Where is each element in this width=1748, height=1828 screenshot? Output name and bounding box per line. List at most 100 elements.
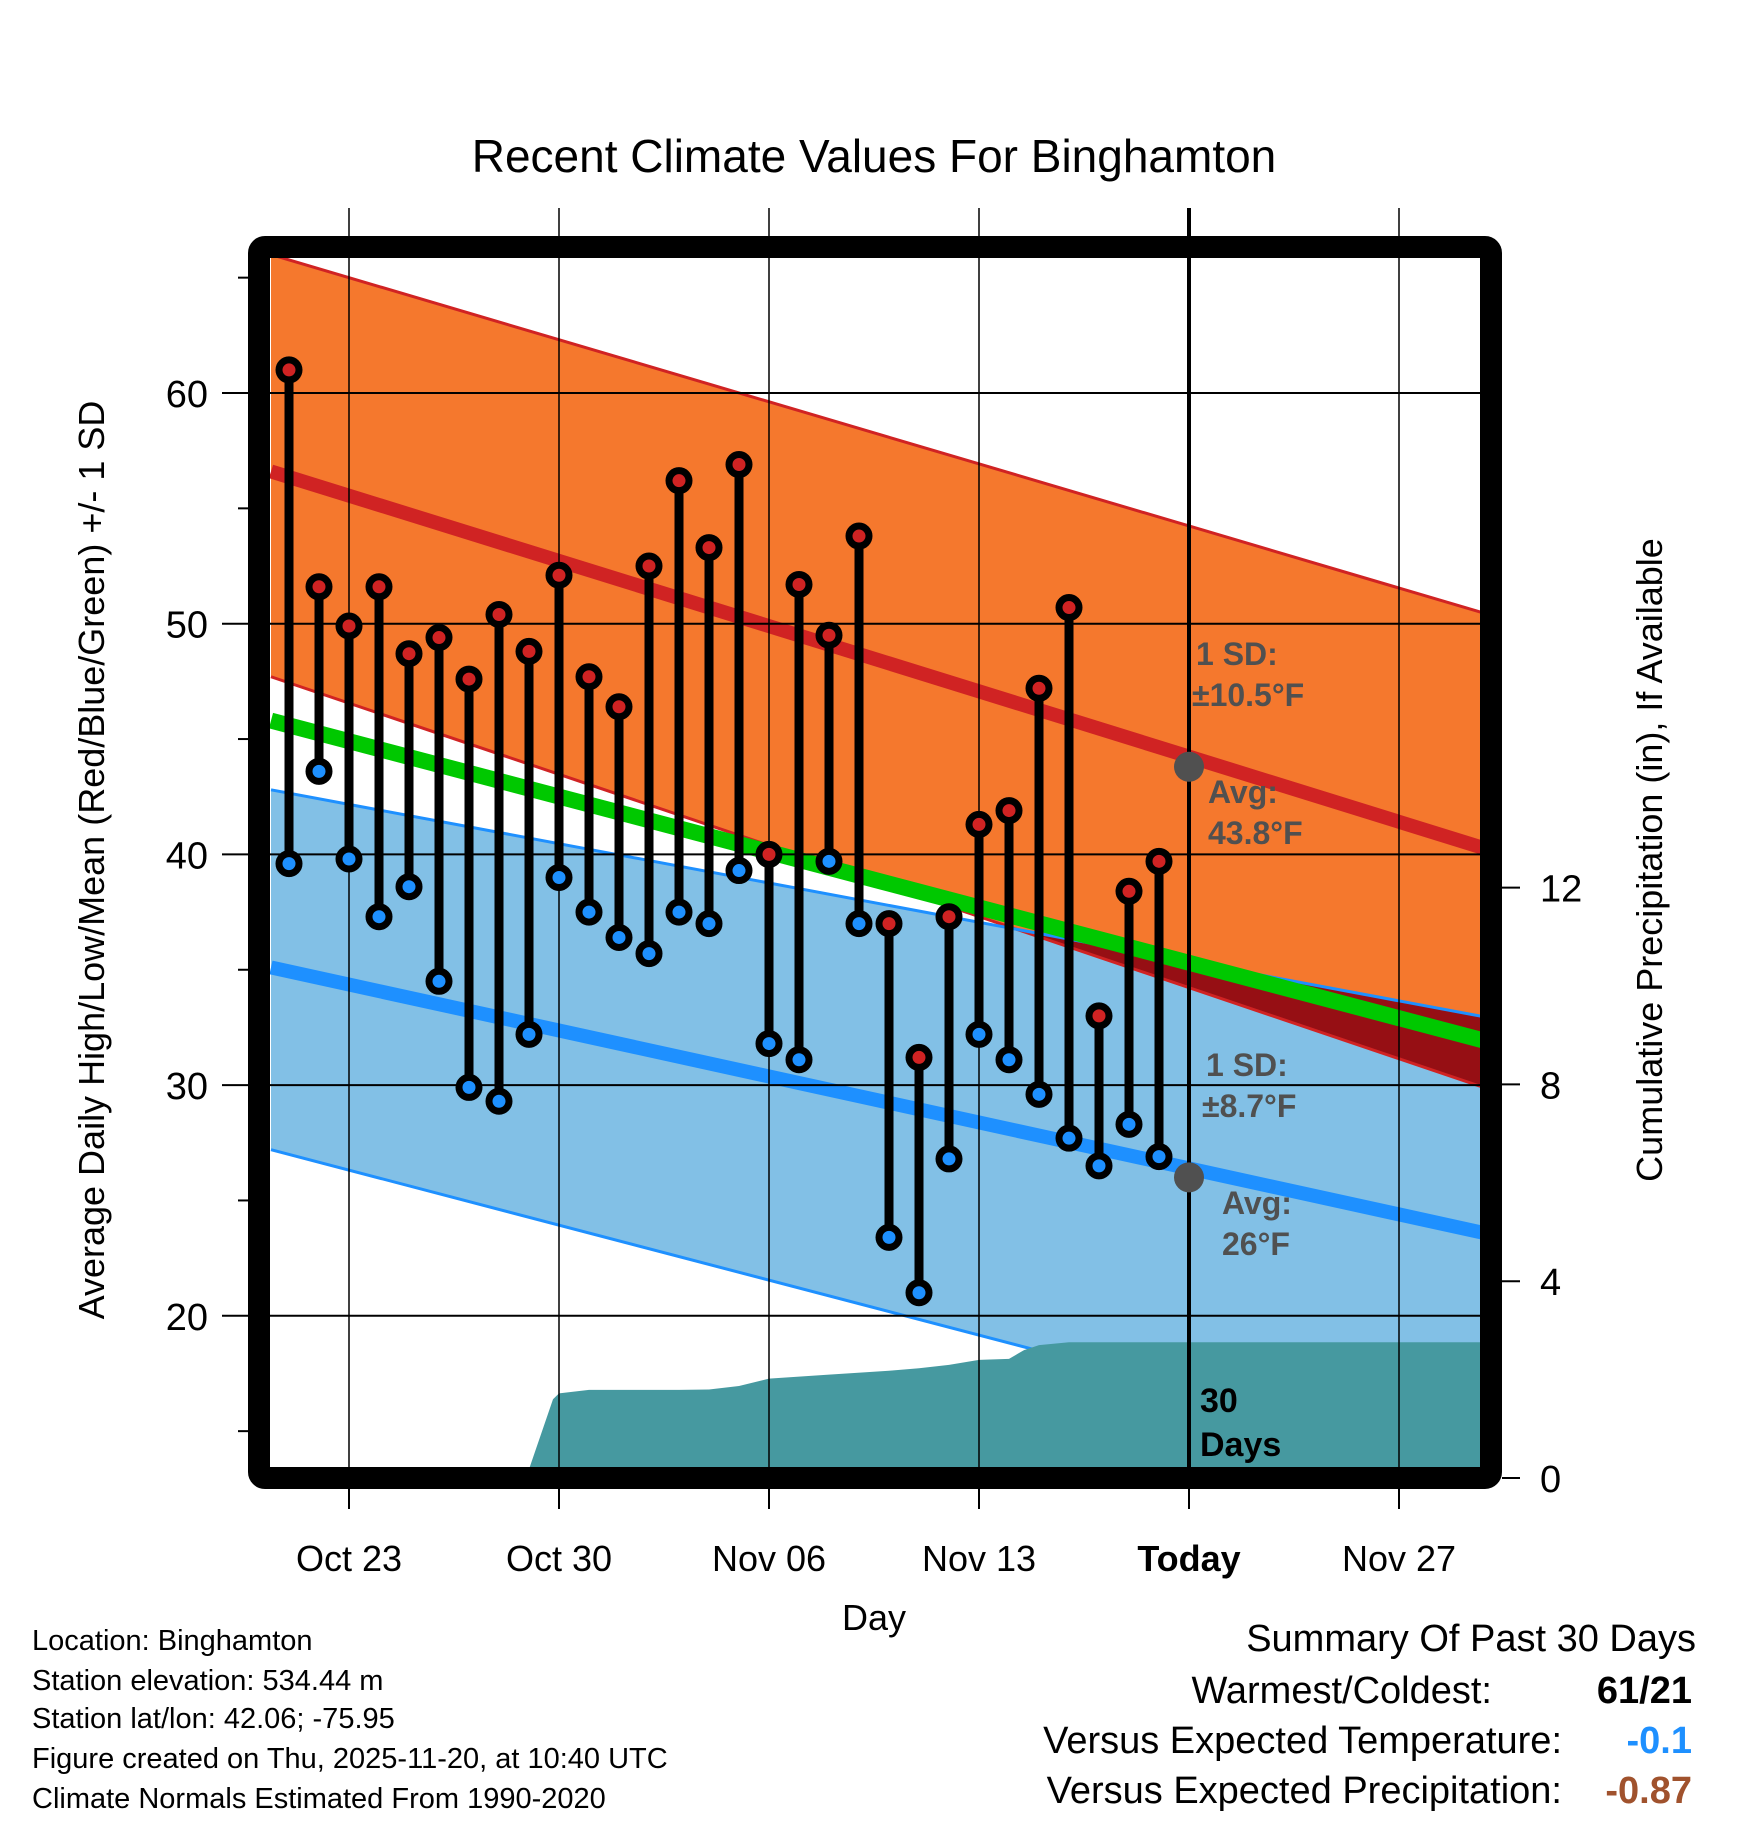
- summary-temp-value: -0.1: [1626, 1720, 1692, 1762]
- low-sd-label: 1 SD:: [1206, 1047, 1288, 1083]
- info-normals: Climate Normals Estimated From 1990-2020: [32, 1783, 606, 1815]
- low-point: [695, 910, 723, 938]
- high-sd-value: ±10.5°F: [1192, 677, 1304, 713]
- day-mark: [485, 600, 513, 1115]
- x-tick-label: Oct 23: [296, 1538, 402, 1579]
- low-point: [845, 910, 873, 938]
- info-elevation: Station elevation: 534.44 m: [32, 1665, 384, 1697]
- x-tick-label: Nov 06: [712, 1538, 826, 1579]
- day-mark: [665, 467, 693, 926]
- low-point: [545, 863, 573, 891]
- low-point: [515, 1020, 543, 1048]
- precip-area: [529, 1342, 1480, 1467]
- y2-axis-label: Cumulative Precipitation (in), If Availa…: [1629, 538, 1670, 1182]
- low-point: [755, 1030, 783, 1058]
- low-point: [1025, 1080, 1053, 1108]
- low-avg-value: 26°F: [1222, 1226, 1290, 1262]
- days-label-number: 30: [1200, 1382, 1238, 1420]
- high-point: [365, 573, 393, 601]
- high-point: [635, 552, 663, 580]
- summary-warm-cold: Warmest/Coldest: 61/21: [1191, 1670, 1692, 1713]
- high-point: [1115, 877, 1143, 905]
- day-mark: [365, 573, 393, 931]
- low-point: [1055, 1124, 1083, 1152]
- low-point: [815, 847, 843, 875]
- day-mark: [875, 910, 903, 1251]
- y2-tick-label: 0: [1540, 1459, 1561, 1501]
- today-avg-low-marker: [1174, 1162, 1204, 1193]
- day-mark: [1145, 847, 1173, 1171]
- x-tick-label: Nov 27: [1342, 1538, 1456, 1579]
- low-point: [725, 857, 753, 885]
- high-point: [1085, 1002, 1113, 1030]
- day-mark: [605, 693, 633, 951]
- annotations: 1 SD: ±10.5°F Avg: 43.8°F 1 SD: ±8.7°F A…: [1192, 636, 1304, 1464]
- high-sd-label: 1 SD:: [1196, 636, 1278, 672]
- day-mark: [785, 570, 813, 1074]
- low-point: [335, 845, 363, 873]
- low-point: [785, 1046, 813, 1074]
- high-point: [665, 467, 693, 495]
- summary-title: Summary Of Past 30 Days: [1246, 1618, 1696, 1660]
- low-point: [905, 1279, 933, 1307]
- summary-warm-cold-value: 61/21: [1596, 1670, 1692, 1712]
- x-tick-label: Today: [1137, 1538, 1240, 1579]
- day-mark: [1025, 674, 1053, 1108]
- high-point: [305, 573, 333, 601]
- high-point: [725, 451, 753, 479]
- y-tick-label: 40: [166, 835, 208, 877]
- high-avg-label: Avg:: [1208, 774, 1278, 810]
- summary-precip-value: -0.87: [1605, 1770, 1692, 1812]
- day-mark: [395, 640, 423, 901]
- day-mark: [965, 810, 993, 1048]
- low-point: [395, 873, 423, 901]
- low-point: [1115, 1110, 1143, 1138]
- low-point: [875, 1223, 903, 1251]
- high-point: [605, 693, 633, 721]
- high-avg-value: 43.8°F: [1208, 815, 1303, 851]
- low-sd-band: [271, 789, 1480, 1467]
- day-mark: [695, 534, 723, 938]
- day-mark: [305, 573, 333, 785]
- low-point: [965, 1020, 993, 1048]
- low-point: [1085, 1152, 1113, 1180]
- y2-tick-label: 12: [1540, 869, 1582, 911]
- y2-tick-label: 8: [1540, 1065, 1561, 1107]
- y-tick-label: 60: [166, 374, 208, 416]
- today-avg-high-marker: [1174, 751, 1204, 782]
- x-tick-label: Oct 30: [506, 1538, 612, 1579]
- day-mark: [725, 451, 753, 885]
- summary-warm-cold-label: Warmest/Coldest:: [1191, 1670, 1492, 1712]
- mean-normal-line: [270, 712, 1480, 1048]
- avg-high-line: [270, 464, 1480, 855]
- low-point: [665, 898, 693, 926]
- summary-precip-label: Versus Expected Precipitation:: [1046, 1770, 1562, 1812]
- high-point: [905, 1043, 933, 1071]
- high-point: [755, 840, 783, 868]
- low-point: [635, 940, 663, 968]
- high-point: [695, 534, 723, 562]
- low-point: [605, 923, 633, 951]
- high-point: [785, 570, 813, 598]
- high-point: [815, 621, 843, 649]
- high-point: [1025, 674, 1053, 702]
- high-point: [935, 903, 963, 931]
- daily-marks: [275, 356, 1204, 1307]
- low-point: [485, 1087, 513, 1115]
- low-point: [995, 1046, 1023, 1074]
- axes: 20 30 40 50 60 0 4 8 12 Oct 23 Oct 30 Nov 06 Nov 13 T…: [166, 236, 1582, 1579]
- chart-title: Recent Climate Values For Binghamton: [472, 130, 1277, 182]
- day-mark: [545, 561, 573, 891]
- high-point: [335, 612, 363, 640]
- info-latlon: Station lat/lon: 42.06; -75.95: [32, 1703, 395, 1735]
- summary-temp-label: Versus Expected Temperature:: [1043, 1720, 1562, 1762]
- day-mark: [1115, 877, 1143, 1138]
- x-axis-label: Day: [842, 1597, 906, 1638]
- day-mark: [845, 522, 873, 938]
- y-tick-label: 20: [166, 1297, 208, 1339]
- low-point: [455, 1073, 483, 1101]
- high-point: [455, 665, 483, 693]
- high-sd-band: [271, 258, 1480, 1087]
- low-point: [1145, 1143, 1173, 1171]
- x-tick-label: Nov 13: [922, 1538, 1036, 1579]
